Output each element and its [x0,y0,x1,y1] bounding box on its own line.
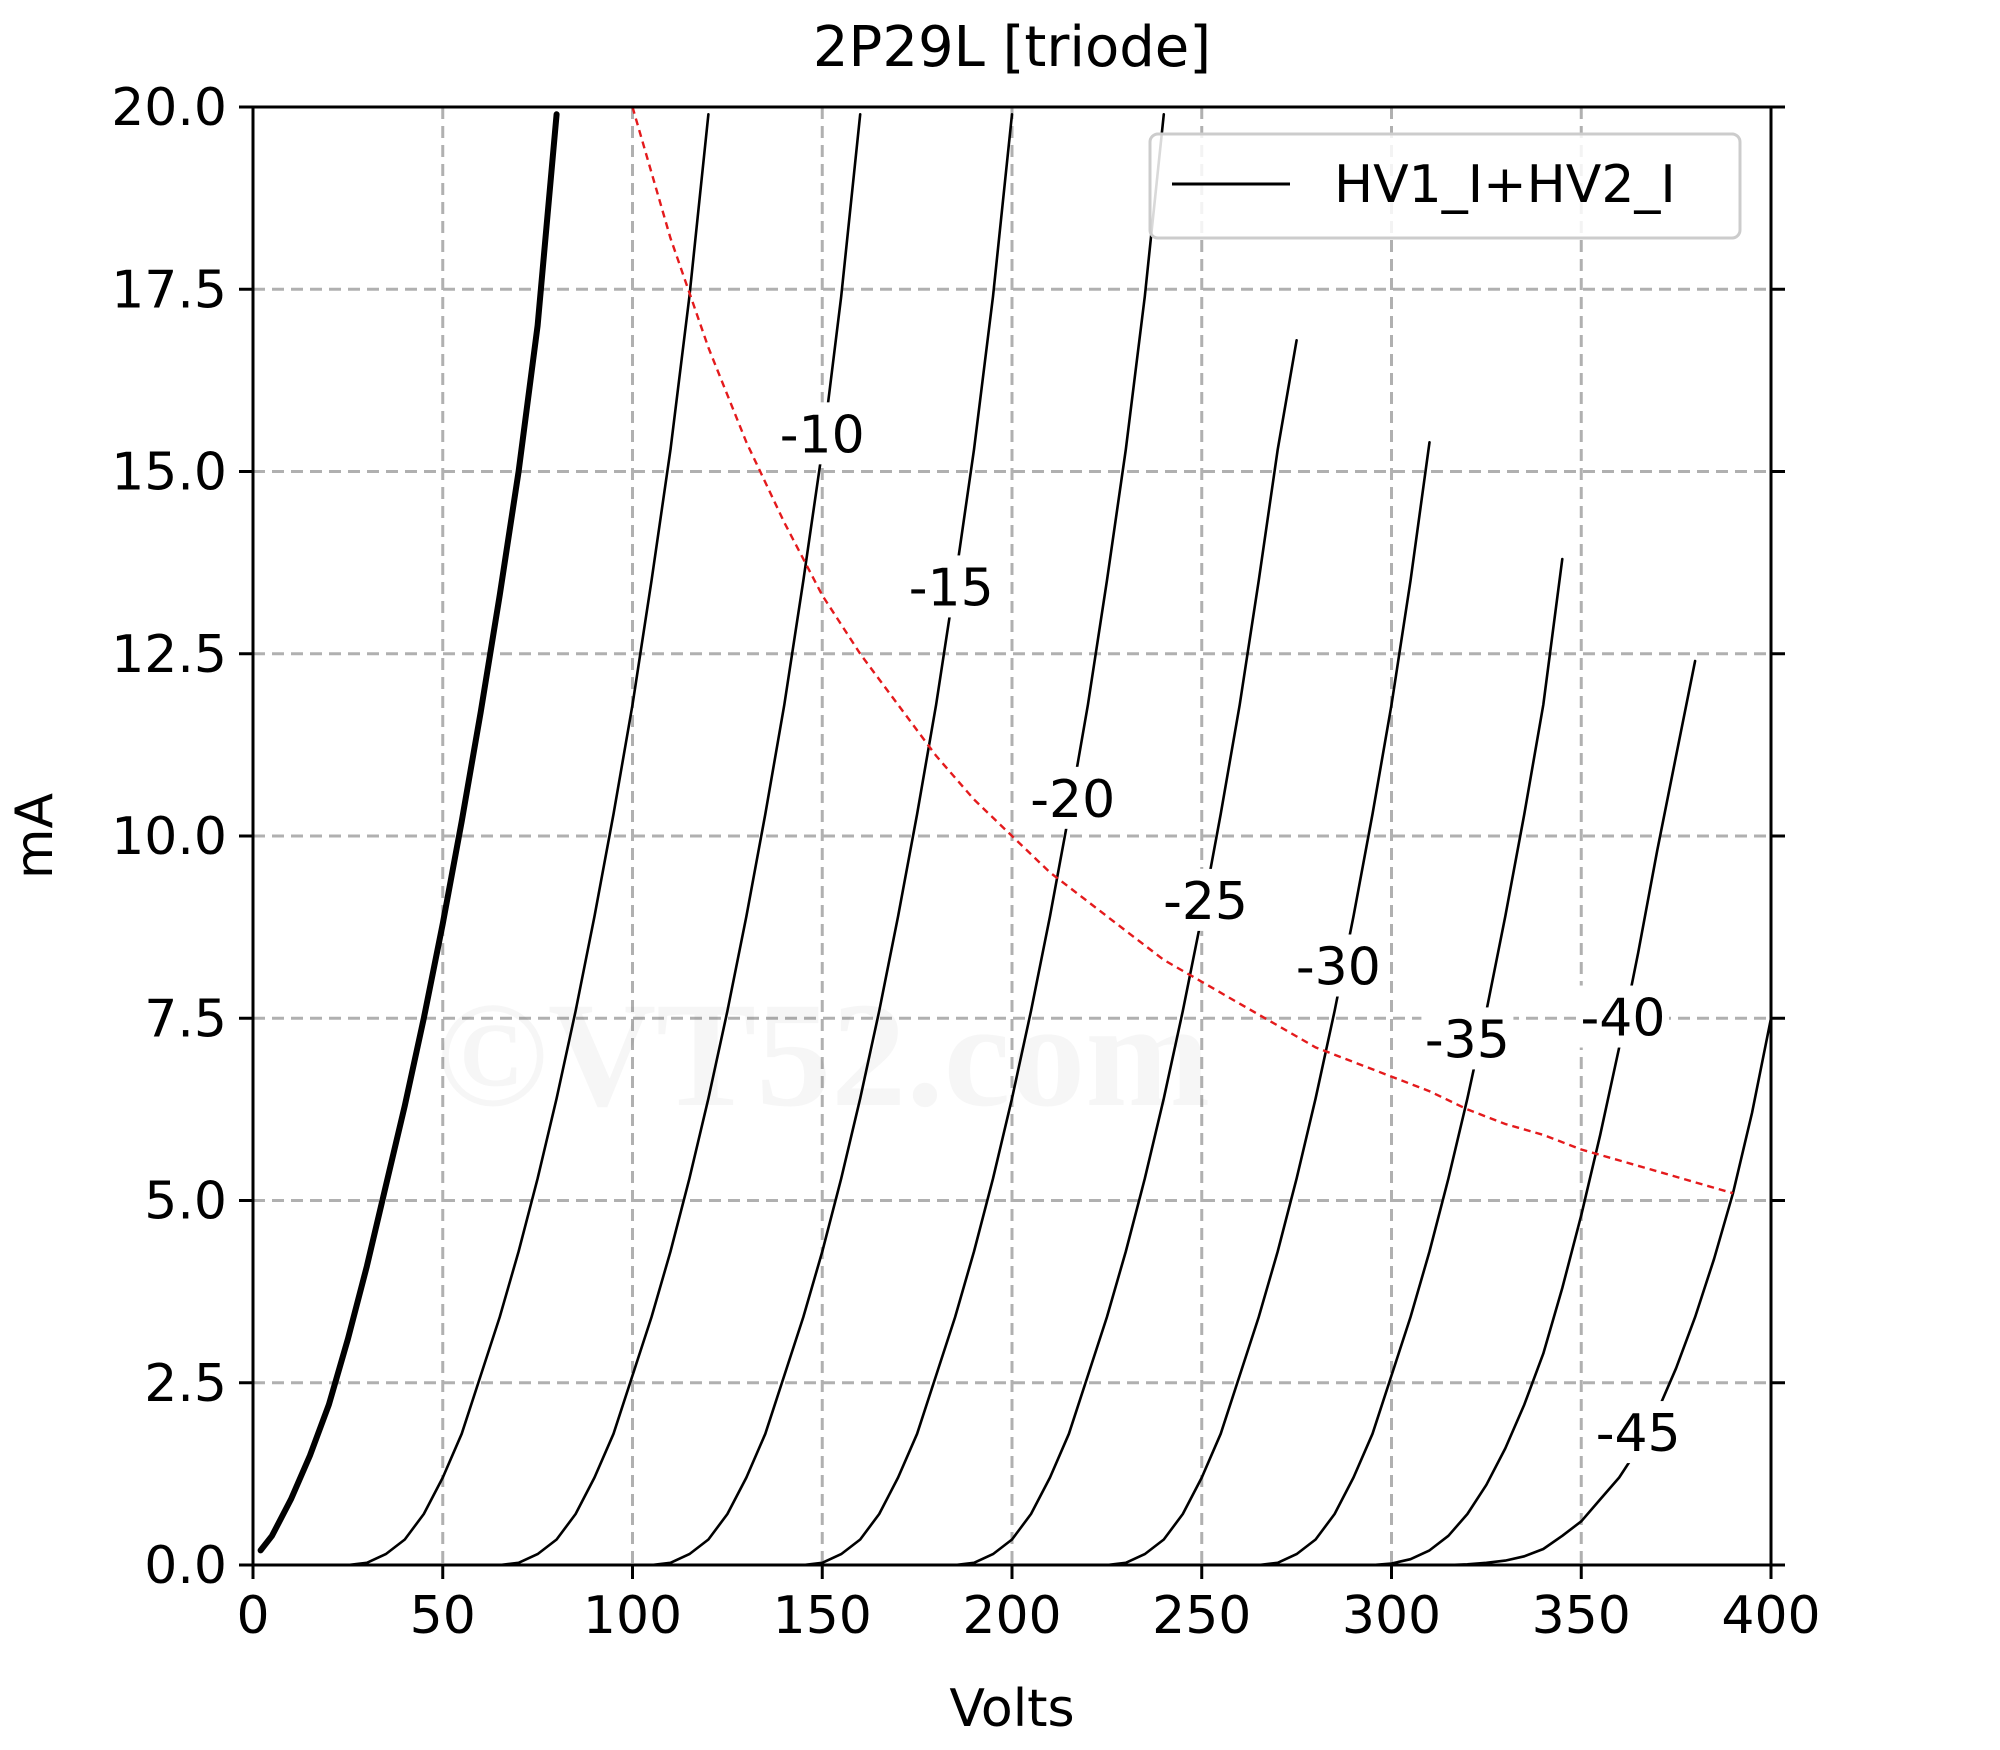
curve-grid-minus-25 [251,338,1298,1567]
y-axis-label: mA [5,792,65,879]
curve-grid-minus-20 [251,113,1166,1567]
curve-label: -40 [1581,989,1666,1049]
x-tick-label: 150 [773,1586,872,1646]
y-tick-label: 20.0 [111,78,227,138]
legend: HV1_I+HV2_I [1148,132,1742,240]
curve-label: -15 [909,558,994,618]
axis-ticks [239,105,1785,1579]
legend-box [1148,132,1742,240]
curve-label: -45 [1596,1404,1681,1464]
curve-grid-minus-30 [251,440,1431,1567]
y-tick-label: 10.0 [111,807,227,867]
y-tick-label: 0.0 [144,1536,227,1596]
y-tick-label: 17.5 [111,260,227,320]
x-tick-label: 50 [410,1586,476,1646]
curve-label-bg [776,402,869,465]
curve-grid-0 [257,111,560,1554]
plate-curves [251,111,1773,1567]
curve-grid-minus-35 [251,557,1564,1567]
load-line [631,106,1734,1195]
curve-label: -35 [1425,1010,1510,1070]
curve-label-bg [1159,868,1252,931]
curve-label: -10 [780,405,865,465]
x-tick-label: 350 [1532,1586,1631,1646]
x-tick-label: 300 [1342,1586,1441,1646]
curve-label-bg [1292,934,1385,997]
legend-entry-label: HV1_I+HV2_I [1334,155,1676,215]
y-tick-label: 12.5 [111,625,227,685]
y-tick-label: 15.0 [111,443,227,503]
load-line-path [631,106,1734,1195]
x-tick-label: 100 [583,1586,682,1646]
curve-label-bg [1026,766,1119,829]
curve-label: -30 [1296,938,1381,998]
curve-grid-minus-15 [251,113,1014,1567]
curve-label-bg [1421,1007,1514,1070]
curve-label-bg [1592,1401,1685,1464]
y-tick-labels: 0.0 2.5 5.0 7.5 10.0 12.5 15.0 17.5 20.0 [111,78,227,1596]
curve-label: -25 [1163,872,1248,932]
chart-title: 2P29L [triode] [813,15,1211,80]
curve-label-bg [905,555,998,618]
curve-label-bg [1576,985,1669,1048]
x-axis-label: Volts [949,1679,1074,1739]
x-tick-label: 250 [1152,1586,1251,1646]
curve-label: -20 [1030,770,1115,830]
curve-grid-minus-10 [251,113,862,1567]
curve-grid-minus-40 [251,659,1697,1567]
curve-labels: -10 -15 -20 -25 -30 -35 -40 -45 [776,402,1685,1464]
x-tick-label: 400 [1721,1586,1820,1646]
y-tick-label: 5.0 [144,1172,227,1232]
curve-grid-minus-5 [251,113,710,1567]
x-tick-label: 0 [236,1586,269,1646]
curve-grid-minus-45 [251,1016,1773,1567]
x-tick-label: 200 [962,1586,1061,1646]
y-tick-label: 7.5 [144,989,227,1049]
y-tick-label: 2.5 [144,1354,227,1414]
x-tick-labels: 0 50 100 150 200 250 300 350 400 [236,1586,1820,1646]
